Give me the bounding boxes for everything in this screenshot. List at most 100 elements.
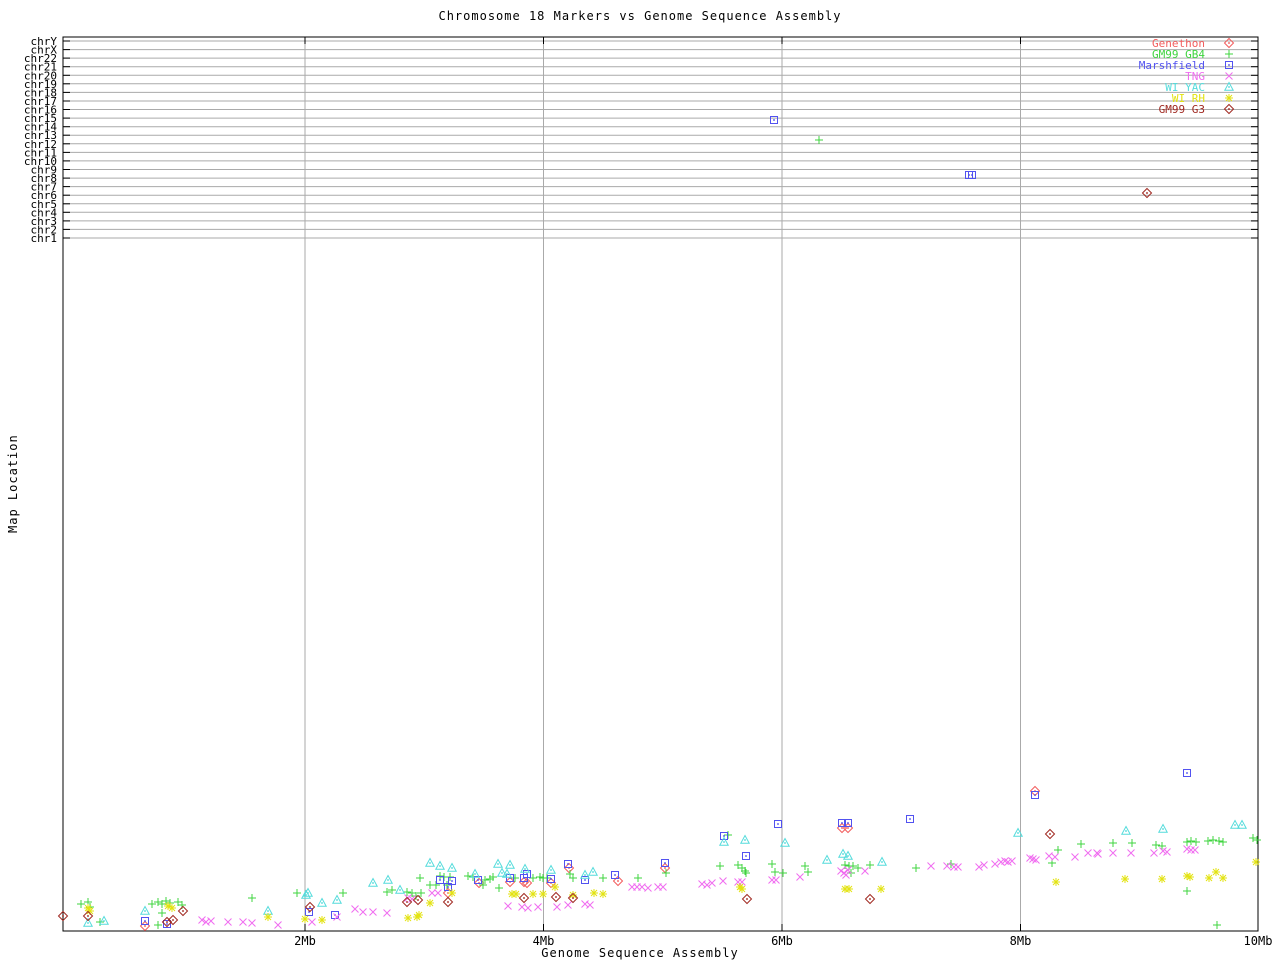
marker-point [1191, 846, 1199, 854]
marker-center-dot [1228, 86, 1230, 88]
marker-center-dot [439, 865, 441, 867]
marker-point [854, 864, 862, 872]
marker-point [661, 859, 669, 867]
marker-center-dot [550, 869, 552, 871]
marker-point [82, 917, 94, 927]
marker-point [779, 869, 787, 877]
marker-point [841, 861, 849, 869]
marker-center-dot [172, 919, 174, 921]
marker-center-dot [144, 920, 146, 922]
marker-center-dot [744, 839, 746, 841]
marker-center-dot [869, 898, 871, 900]
marker-point [207, 917, 215, 925]
marker-point [489, 873, 497, 881]
marker-center-dot [567, 863, 569, 865]
marker-point [569, 874, 577, 882]
marker-point [567, 892, 579, 904]
marker-point [82, 910, 94, 922]
marker-point [367, 877, 379, 887]
marker-center-dot [773, 119, 775, 121]
y-tick-label-chr12: chr12 [24, 138, 57, 151]
marker-point [927, 862, 935, 870]
marker-point [1183, 838, 1191, 846]
legend-marker-wi-yac-icon [1223, 81, 1235, 91]
marker-center-dot [1234, 824, 1236, 826]
marker-center-dot [1228, 42, 1230, 44]
marker-center-dot [87, 922, 89, 924]
y-tick-label-chr10: chr10 [24, 155, 57, 168]
y-tick-label-chr16: chr16 [24, 104, 57, 117]
y-tick-label-chr17: chr17 [24, 95, 57, 108]
marker-point [158, 909, 166, 917]
marker-center-dot [1228, 64, 1230, 66]
marker-point [1150, 849, 1158, 857]
marker-center-dot [524, 868, 526, 870]
y-tick-label-chr21: chr21 [24, 61, 57, 74]
marker-point [611, 871, 619, 879]
marker-point [845, 885, 853, 893]
marker-point [768, 876, 776, 884]
legend-label-genethon: Genethon [1152, 37, 1205, 50]
marker-center-dot [451, 880, 453, 882]
marker-point [861, 867, 869, 875]
marker-center-dot [1049, 833, 1051, 835]
marker-point [587, 866, 599, 876]
marker-center-dot [321, 902, 323, 904]
legend-marker-tng-icon [1225, 72, 1233, 80]
marker-center-dot [387, 879, 389, 881]
marker-point [1225, 94, 1233, 102]
marker-center-dot [847, 855, 849, 857]
marker-point [719, 877, 727, 885]
marker-point [1213, 921, 1221, 929]
series-genethon [139, 785, 1041, 932]
marker-point [1094, 850, 1102, 858]
marker-center-dot [526, 873, 528, 875]
marker-point [495, 884, 503, 892]
marker-center-dot [909, 818, 911, 820]
legend-marker-marshfield-icon [1225, 61, 1233, 69]
marker-center-dot [555, 896, 557, 898]
marker-point [821, 854, 833, 864]
marker-point [844, 819, 852, 827]
marker-center-dot [1034, 794, 1036, 796]
x-axis-title: Genome Sequence Assembly [541, 946, 739, 960]
marker-point [388, 886, 396, 894]
marker-point [177, 905, 189, 917]
marker-point [564, 860, 572, 868]
marker-center-dot [826, 859, 828, 861]
marker-point [511, 874, 519, 882]
marker-point [394, 884, 406, 894]
marker-center-dot [617, 880, 619, 882]
marker-point [1225, 72, 1233, 80]
marker-point [359, 908, 367, 916]
marker-point [77, 900, 85, 908]
marker-point [718, 836, 730, 846]
marker-point [716, 862, 724, 870]
marker-point [369, 908, 377, 916]
marker-point [1158, 842, 1166, 850]
marker-point [772, 876, 780, 884]
legend-marker-gm99-g3-icon [1223, 103, 1235, 115]
marker-point [779, 837, 791, 847]
marker-point [1187, 837, 1195, 845]
marker-point [1249, 834, 1257, 842]
marker-point [1045, 852, 1053, 860]
marker-point [1128, 839, 1136, 847]
marker-point [864, 893, 876, 905]
marker-point [1109, 839, 1117, 847]
series-gm99-g3 [57, 187, 1153, 928]
marker-center-dot [62, 915, 64, 917]
marker-point [599, 890, 607, 898]
marker-point [703, 881, 711, 889]
marker-point [815, 136, 823, 144]
marker-point [1209, 836, 1217, 844]
marker-point [518, 892, 530, 904]
legend-label-gm99-gb4: GM99 GB4 [1152, 48, 1205, 61]
marker-point [545, 864, 557, 874]
marker-point [849, 862, 857, 870]
marker-point [512, 890, 520, 898]
marker-point [612, 875, 624, 887]
marker-point [434, 889, 442, 897]
marker-point [1109, 849, 1117, 857]
